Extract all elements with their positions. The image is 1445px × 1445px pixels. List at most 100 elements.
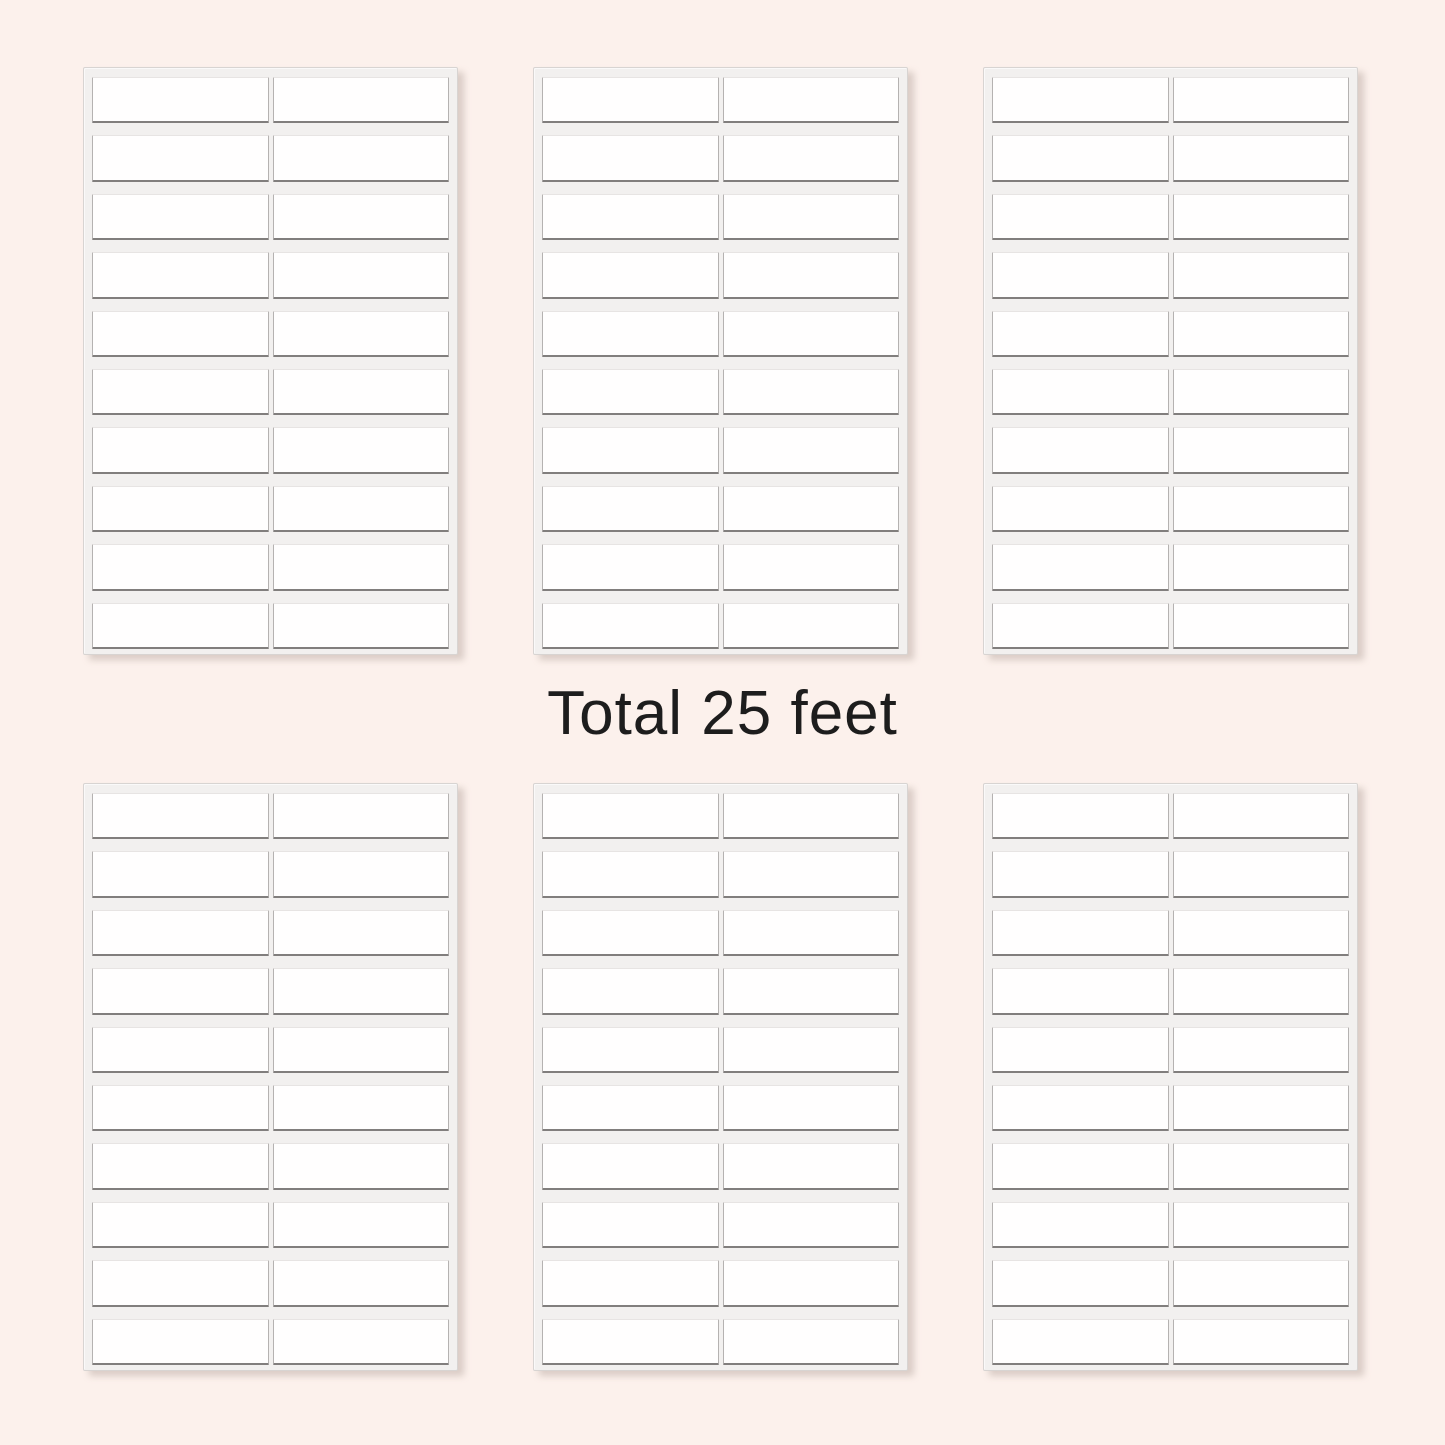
- blank-label: [542, 851, 719, 898]
- blank-label: [542, 793, 719, 840]
- blank-label: [542, 909, 719, 957]
- blank-label: [1172, 193, 1349, 241]
- top-sheet-row: [83, 67, 1358, 655]
- blank-label: [722, 602, 899, 649]
- blank-label: [272, 851, 449, 898]
- blank-label: [1172, 310, 1349, 357]
- blank-label: [272, 1026, 449, 1073]
- blank-label: [992, 427, 1169, 474]
- blank-label: [1172, 252, 1349, 299]
- blank-label: [272, 310, 449, 357]
- blank-label: [272, 485, 449, 533]
- blank-label: [272, 135, 449, 182]
- blank-label: [542, 1143, 719, 1190]
- blank-label: [272, 427, 449, 474]
- blank-label: [992, 77, 1169, 124]
- blank-label: [272, 793, 449, 840]
- blank-label: [1172, 1085, 1349, 1132]
- blank-label: [92, 1085, 269, 1132]
- label-sheet: [983, 67, 1358, 655]
- blank-label: [1172, 1026, 1349, 1073]
- blank-label: [992, 1201, 1169, 1249]
- blank-label: [992, 369, 1169, 416]
- blank-label: [542, 77, 719, 124]
- label-sheet: [533, 67, 908, 655]
- blank-label: [542, 968, 719, 1015]
- blank-label: [542, 602, 719, 649]
- bottom-sheet-row: [83, 783, 1358, 1371]
- blank-label: [92, 135, 269, 182]
- blank-label: [992, 485, 1169, 533]
- blank-label: [92, 485, 269, 533]
- blank-label: [722, 793, 899, 840]
- blank-label: [542, 1318, 719, 1365]
- blank-label: [992, 602, 1169, 649]
- blank-label: [542, 310, 719, 357]
- blank-label: [542, 544, 719, 591]
- blank-label: [92, 544, 269, 591]
- blank-label: [992, 1085, 1169, 1132]
- label-sheet: [83, 67, 458, 655]
- blank-label: [92, 793, 269, 840]
- label-sheet: [83, 783, 458, 1371]
- blank-label: [992, 1026, 1169, 1073]
- label-sheet: [983, 783, 1358, 1371]
- blank-label: [722, 1201, 899, 1249]
- blank-label: [992, 544, 1169, 591]
- blank-label: [992, 1318, 1169, 1365]
- blank-label: [722, 1318, 899, 1365]
- blank-label: [92, 252, 269, 299]
- blank-label: [722, 1260, 899, 1307]
- blank-label: [1172, 77, 1349, 124]
- blank-label: [722, 427, 899, 474]
- blank-label: [722, 485, 899, 533]
- blank-label: [722, 851, 899, 898]
- blank-label: [542, 1085, 719, 1132]
- blank-label: [92, 77, 269, 124]
- blank-label: [92, 1201, 269, 1249]
- blank-label: [272, 544, 449, 591]
- blank-label: [272, 252, 449, 299]
- blank-label: [92, 1143, 269, 1190]
- blank-label: [992, 310, 1169, 357]
- blank-label: [722, 369, 899, 416]
- blank-label: [272, 602, 449, 649]
- blank-label: [722, 544, 899, 591]
- blank-label: [92, 193, 269, 241]
- blank-label: [272, 1260, 449, 1307]
- blank-label: [92, 1026, 269, 1073]
- blank-label: [992, 135, 1169, 182]
- blank-label: [992, 1260, 1169, 1307]
- blank-label: [92, 851, 269, 898]
- blank-label: [1172, 1260, 1349, 1307]
- blank-label: [1172, 909, 1349, 957]
- blank-label: [722, 1143, 899, 1190]
- blank-label: [1172, 427, 1349, 474]
- blank-label: [92, 909, 269, 957]
- blank-label: [272, 1143, 449, 1190]
- blank-label: [272, 909, 449, 957]
- label-sheet: [533, 783, 908, 1371]
- blank-label: [1172, 485, 1349, 533]
- blank-label: [272, 77, 449, 124]
- blank-label: [92, 602, 269, 649]
- blank-label: [722, 77, 899, 124]
- blank-label: [722, 193, 899, 241]
- blank-label: [542, 1260, 719, 1307]
- blank-label: [542, 369, 719, 416]
- blank-label: [272, 968, 449, 1015]
- blank-label: [992, 968, 1169, 1015]
- blank-label: [722, 968, 899, 1015]
- blank-label: [92, 310, 269, 357]
- total-feet-caption: Total 25 feet: [547, 679, 898, 748]
- blank-label: [1172, 602, 1349, 649]
- blank-label: [92, 968, 269, 1015]
- blank-label: [542, 485, 719, 533]
- blank-label: [92, 369, 269, 416]
- blank-label: [722, 135, 899, 182]
- blank-label: [92, 1260, 269, 1307]
- blank-label: [542, 252, 719, 299]
- blank-label: [992, 252, 1169, 299]
- blank-label: [722, 1085, 899, 1132]
